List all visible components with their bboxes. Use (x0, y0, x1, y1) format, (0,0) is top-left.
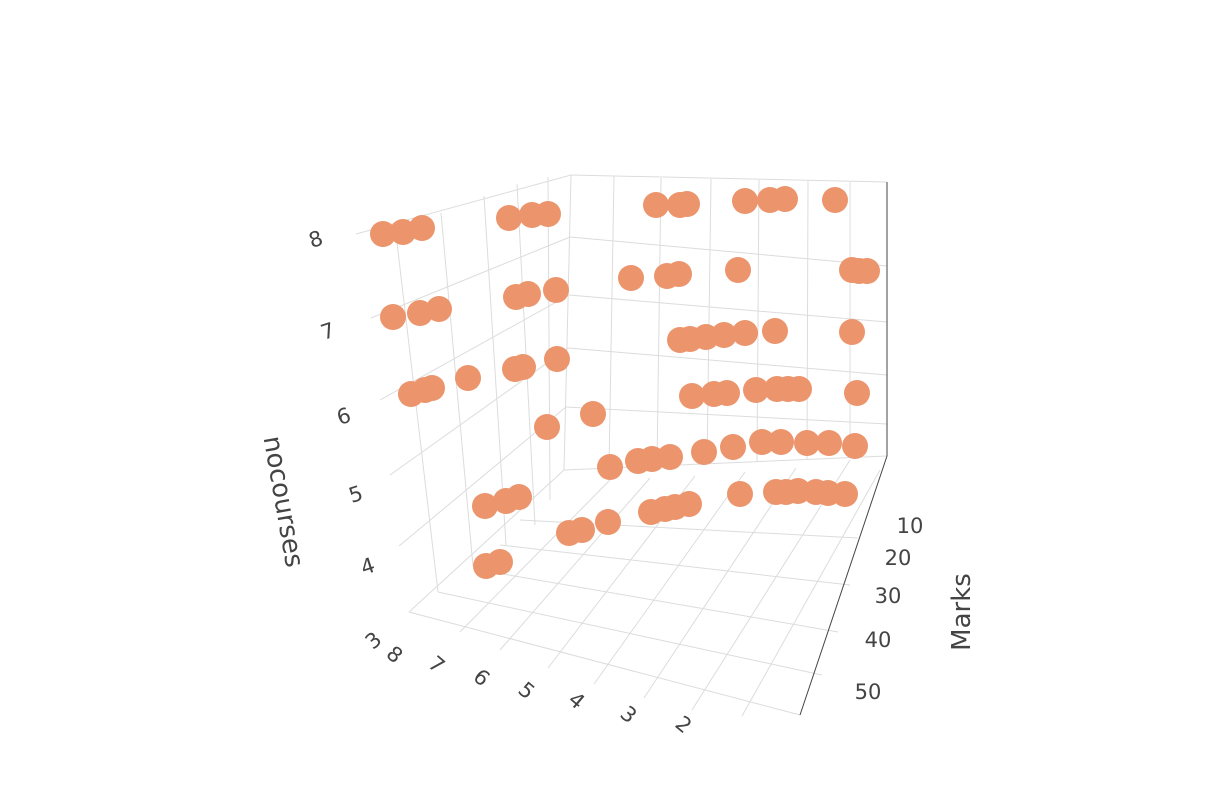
data-point[interactable] (794, 430, 820, 456)
data-point[interactable] (426, 296, 452, 322)
data-point[interactable] (419, 375, 445, 401)
data-point[interactable] (455, 365, 481, 391)
data-point[interactable] (510, 354, 536, 380)
data-point[interactable] (844, 380, 870, 406)
data-point[interactable] (679, 383, 705, 409)
data-point[interactable] (472, 493, 498, 519)
data-point[interactable] (772, 186, 798, 212)
data-point[interactable] (732, 320, 758, 346)
x-tick-label: 6 (469, 664, 495, 691)
data-point[interactable] (597, 454, 623, 480)
data-point[interactable] (720, 434, 746, 460)
axis-lines (799, 182, 888, 716)
data-point[interactable] (743, 377, 769, 403)
z-tick-label: 6 (334, 403, 354, 430)
x-tick-label: 3 (616, 701, 642, 728)
data-point[interactable] (768, 429, 794, 455)
data-point[interactable] (832, 481, 858, 507)
data-point[interactable] (727, 481, 753, 507)
data-point[interactable] (839, 319, 865, 345)
data-point[interactable] (515, 281, 541, 307)
y-tick-label: 30 (875, 584, 902, 608)
data-point[interactable] (544, 346, 570, 372)
data-point[interactable] (543, 277, 569, 303)
x-tick-label: 5 (514, 677, 540, 704)
data-point[interactable] (370, 221, 396, 247)
data-point[interactable] (569, 517, 595, 543)
y-tick-label: 10 (897, 514, 924, 538)
y-axis-ticks: 10 20 30 40 50 (855, 514, 924, 704)
data-point[interactable] (657, 444, 683, 470)
data-point[interactable] (487, 549, 513, 575)
data-point[interactable] (535, 201, 561, 227)
y-axis-title: Marks (947, 573, 977, 651)
x-tick-label: 7 (424, 651, 450, 678)
y-tick-label: 20 (885, 546, 912, 570)
data-point[interactable] (534, 414, 560, 440)
z-tick-label: 3 (361, 627, 387, 654)
z-tick-label: 4 (358, 553, 378, 580)
data-point[interactable] (674, 191, 700, 217)
grid-lines (355, 174, 888, 717)
data-point[interactable] (842, 433, 868, 459)
data-point[interactable] (595, 509, 621, 535)
data-point[interactable] (732, 188, 758, 214)
data-point[interactable] (816, 430, 842, 456)
data-point[interactable] (380, 304, 406, 330)
z-axis-ticks: 8 7 6 5 4 3 (306, 226, 387, 654)
data-point[interactable] (691, 439, 717, 465)
data-point[interactable] (496, 205, 522, 231)
data-point[interactable] (854, 258, 880, 284)
data-point[interactable] (822, 187, 848, 213)
data-point[interactable] (506, 484, 532, 510)
x-tick-label: 2 (671, 711, 697, 738)
y-tick-label: 50 (855, 680, 882, 704)
data-point[interactable] (676, 491, 702, 517)
data-point[interactable] (666, 261, 692, 287)
data-point[interactable] (749, 429, 775, 455)
x-tick-label: 4 (564, 687, 590, 714)
z-tick-label: 7 (318, 318, 338, 345)
data-point[interactable] (409, 215, 435, 241)
data-point[interactable] (725, 257, 751, 283)
data-point[interactable] (786, 376, 812, 402)
data-point[interactable] (714, 380, 740, 406)
z-tick-label: 8 (306, 226, 326, 253)
data-point[interactable] (580, 401, 606, 427)
z-tick-label: 5 (346, 481, 366, 508)
data-point[interactable] (762, 318, 788, 344)
z-axis-title: nocourses (257, 434, 310, 570)
points-layer (370, 186, 880, 579)
data-point[interactable] (711, 322, 737, 348)
data-point[interactable] (643, 192, 669, 218)
data-point[interactable] (618, 265, 644, 291)
y-tick-label: 40 (865, 628, 892, 652)
